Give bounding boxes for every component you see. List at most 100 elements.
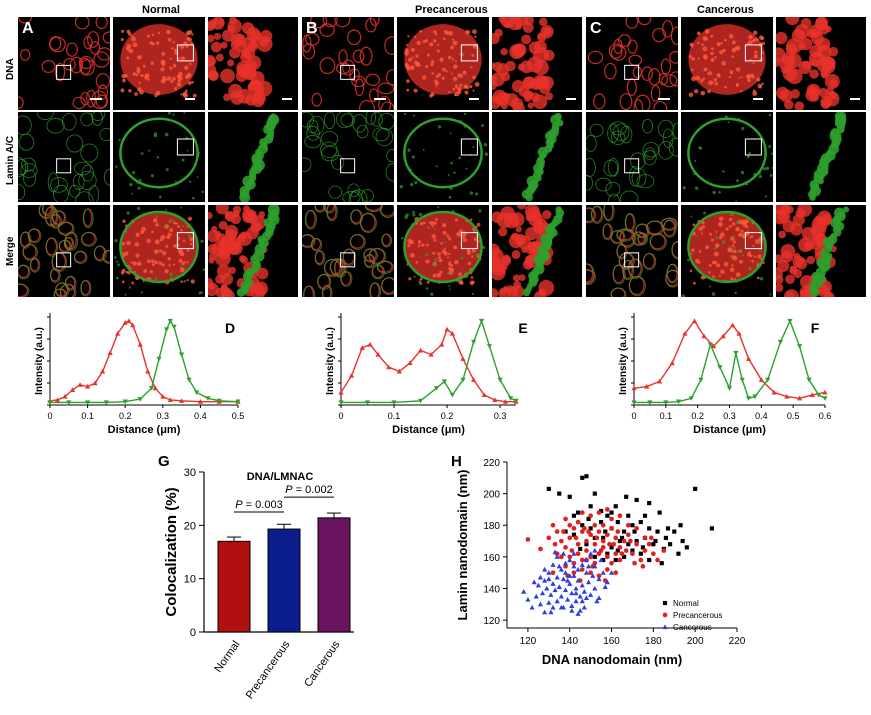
data-point <box>562 570 569 575</box>
data-point <box>599 519 604 525</box>
micrograph-tile <box>492 112 582 202</box>
micrograph-tile <box>397 17 489 110</box>
series-line <box>340 328 516 403</box>
panel-letter-b: B <box>306 20 318 37</box>
data-point <box>752 394 758 400</box>
data-point <box>592 585 598 591</box>
data-point <box>546 570 552 575</box>
data-point <box>552 549 558 555</box>
data-point <box>391 400 397 406</box>
data-point <box>565 596 571 602</box>
y-axis-label: Intensity (a.u.) <box>325 327 336 395</box>
tick-label: 0.5 <box>232 411 245 421</box>
data-point <box>693 486 698 491</box>
data-point <box>588 513 593 519</box>
data-point <box>720 333 726 339</box>
data-point <box>698 377 704 383</box>
data-point <box>194 390 200 395</box>
tick-label: 0.1 <box>660 411 673 421</box>
data-point <box>602 584 608 589</box>
data-point <box>596 529 602 534</box>
tick-label: 0 <box>190 627 196 639</box>
data-point <box>122 320 128 325</box>
data-point <box>647 557 652 563</box>
data-point <box>758 377 764 382</box>
data-point <box>777 339 784 345</box>
data-point <box>628 538 633 544</box>
tick-label: 200 <box>687 636 704 647</box>
tick-label: 200 <box>483 490 500 501</box>
data-point <box>567 522 573 528</box>
micrograph-tile <box>18 205 110 297</box>
data-point <box>205 396 211 401</box>
data-point <box>691 318 698 324</box>
data-point <box>584 474 589 479</box>
data-point <box>582 526 587 531</box>
data-point <box>550 604 556 610</box>
y-axis-label: Lamin nanodomain (nm) <box>455 470 470 621</box>
data-point <box>596 576 602 582</box>
data-point <box>571 560 577 566</box>
data-point <box>596 510 602 515</box>
data-point <box>647 526 652 531</box>
data-point <box>622 529 627 534</box>
data-point <box>583 557 590 563</box>
data-point <box>577 608 583 613</box>
legend-label: Cancerous <box>673 623 712 632</box>
data-point <box>578 546 583 552</box>
data-point <box>796 395 803 401</box>
data-point <box>822 396 828 401</box>
data-point <box>661 548 667 553</box>
data-point <box>655 557 660 563</box>
data-point <box>563 516 568 522</box>
data-point <box>548 609 554 615</box>
data-point <box>560 576 567 582</box>
data-point <box>584 538 589 544</box>
line-plots-def: 0 0.1 0.2 0.3 0.4 0.5 Distance (μm) Intensity (… <box>34 313 831 436</box>
data-point <box>77 382 83 387</box>
data-point <box>481 392 487 397</box>
data-point <box>577 593 583 599</box>
data-point <box>167 318 173 324</box>
data-point <box>596 573 602 579</box>
micrograph-tile <box>18 112 110 202</box>
data-point <box>160 394 166 399</box>
data-point <box>644 383 650 389</box>
data-point <box>502 399 508 404</box>
data-point <box>569 603 575 608</box>
micrograph-tile <box>302 205 394 297</box>
panel-letter: E <box>518 320 527 336</box>
line-plot-d: 0 0.1 0.2 0.3 0.4 0.5 Distance (μm) Intensity (… <box>34 313 244 436</box>
header-cancerous: Cancerous <box>697 4 754 16</box>
data-point <box>613 570 619 576</box>
data-point <box>546 535 552 541</box>
data-point <box>579 598 585 604</box>
data-point <box>615 519 620 525</box>
data-point <box>115 331 121 336</box>
data-point <box>417 398 424 404</box>
data-point <box>609 545 614 550</box>
data-point <box>433 386 440 391</box>
data-point <box>630 551 635 557</box>
tick-label: 180 <box>483 521 500 532</box>
data-point <box>558 593 564 599</box>
data-point <box>613 551 619 557</box>
data-point <box>550 522 556 528</box>
data-point <box>634 541 639 547</box>
data-point <box>569 548 575 553</box>
data-point <box>130 322 136 328</box>
data-point <box>235 399 241 405</box>
data-point <box>569 608 575 613</box>
data-point <box>579 510 585 515</box>
micrograph-tile <box>208 17 298 110</box>
data-point <box>784 394 790 399</box>
row-label-lamin: Lamin A/C <box>5 135 16 185</box>
data-point <box>550 562 556 567</box>
data-point <box>539 590 546 596</box>
data-point <box>556 584 562 589</box>
data-point <box>806 377 812 383</box>
line-plot-f: 0 0.1 0.2 0.3 0.4 0.5 0.6 Distance (μm) Intensit… <box>618 313 831 436</box>
data-point <box>417 347 424 353</box>
data-point <box>550 581 556 586</box>
data-point <box>584 548 589 553</box>
